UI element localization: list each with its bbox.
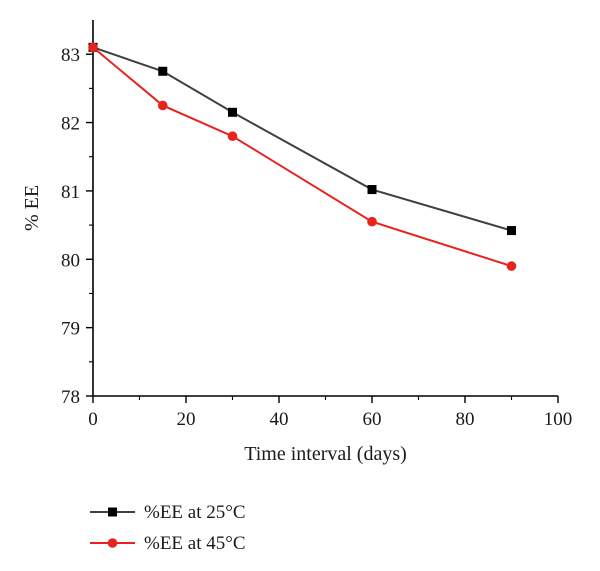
x-tick-label: 80 [456, 409, 475, 430]
series-layer [88, 42, 517, 271]
data-point-circle [367, 216, 377, 227]
legend-item: %EE at 45°C [90, 533, 246, 554]
data-point-square [507, 226, 516, 236]
series-line-1 [92, 46, 512, 268]
legend-marker-square [108, 507, 117, 517]
y-tick-label: 79 [61, 319, 80, 340]
x-tick-label: 60 [363, 409, 382, 430]
x-tick-label: 100 [544, 409, 573, 430]
legend: %EE at 25°C %EE at 45°C [90, 502, 246, 554]
data-point-circle [157, 100, 168, 111]
legend-marker-circle [107, 538, 118, 548]
y-tick-label: 80 [61, 250, 80, 271]
axes [92, 20, 558, 397]
legend-label-25c: %EE at 25°C [144, 502, 246, 523]
x-tick-label: 0 [88, 409, 98, 430]
data-point-square [367, 185, 377, 195]
y-tick-label: 82 [61, 114, 80, 135]
legend-label-45c: %EE at 45°C [144, 533, 246, 554]
y-tick-label: 83 [61, 45, 80, 66]
series-line-0 [92, 46, 512, 232]
data-point-square [158, 66, 168, 76]
data-point-circle [506, 261, 517, 271]
x-axis-title: Time interval (days) [244, 443, 407, 465]
y-tick-label: 78 [61, 387, 80, 408]
y-tick-label: 81 [61, 182, 80, 203]
data-point-circle [88, 42, 98, 53]
y-axis-title: % EE [21, 185, 43, 231]
x-tick-label: 20 [177, 409, 196, 430]
ticks: 0 20 40 60 80 100 78 79 80 81 82 83 [61, 45, 572, 430]
legend-item: %EE at 25°C [90, 502, 246, 523]
data-point-square [228, 107, 237, 117]
x-tick-label: 40 [270, 409, 289, 430]
data-point-circle [227, 131, 238, 142]
